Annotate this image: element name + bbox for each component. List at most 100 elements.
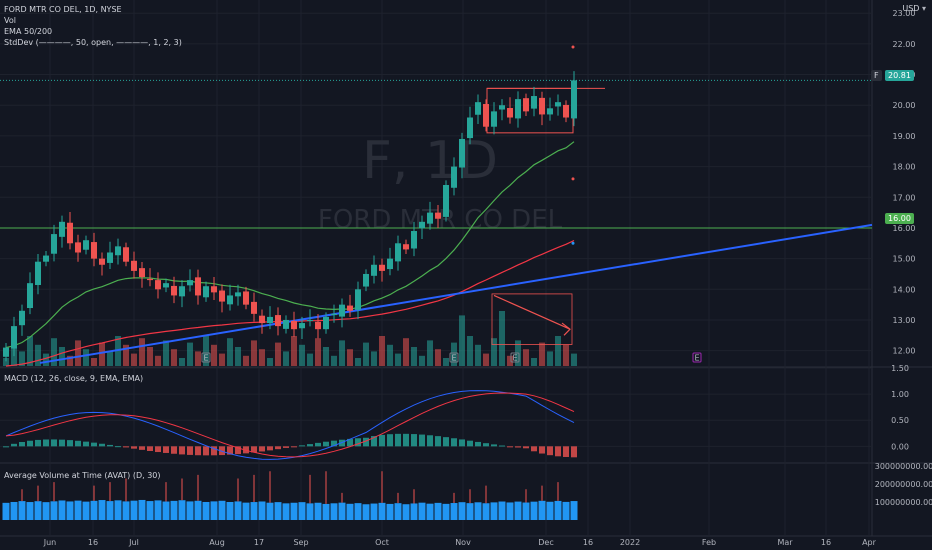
candle-body (147, 278, 153, 281)
ema200-line (5, 239, 575, 367)
earnings-marker[interactable] (692, 352, 702, 363)
candle-body (283, 319, 289, 329)
macd-histogram-bar (355, 438, 361, 447)
avat-bar (434, 502, 442, 520)
earnings-marker[interactable] (201, 352, 211, 363)
candle-body (355, 289, 361, 310)
symbol-line[interactable]: FORD MTR CO DEL, 1D, NYSE (4, 5, 122, 14)
avat-bar (122, 501, 130, 520)
macd-histogram-bar (315, 442, 321, 447)
avat-bar (410, 503, 418, 520)
avat-bar (26, 502, 34, 520)
avat-bar (418, 502, 426, 520)
ema-label[interactable]: EMA 50/200 (4, 27, 53, 36)
currency-selector[interactable]: USD ▾ (902, 4, 926, 13)
avat-bar (562, 501, 570, 520)
avat-bar (162, 501, 170, 520)
avat-title[interactable]: Average Volume at Time (AVAT) (D, 30) (4, 471, 161, 480)
volume-bar (483, 353, 489, 366)
candle-body (3, 347, 9, 357)
vol-label[interactable]: Vol (4, 16, 16, 25)
macd-line (5, 390, 575, 460)
volume-bar (91, 358, 97, 366)
volume-bar (171, 349, 177, 366)
avat-bar (274, 502, 282, 520)
avat-legend: Average Volume at Time (AVAT) (D, 30) (4, 470, 161, 481)
volume-bar (427, 340, 433, 366)
avat-bar (290, 502, 298, 520)
candle-body (427, 212, 433, 224)
macd-histogram-bar (147, 446, 153, 451)
macd-histogram-bar (571, 446, 577, 458)
volume-bar (435, 349, 441, 366)
volume-bar (547, 351, 553, 366)
volume-bar (227, 338, 233, 366)
avat-tick-label: 100000000.00 (875, 498, 932, 507)
avat-bar (330, 503, 338, 520)
volume-bar (491, 338, 497, 366)
macd-histogram-bar (363, 437, 369, 447)
volume-bar (411, 347, 417, 366)
macd-histogram-bar (483, 443, 489, 447)
macd-histogram-bar (387, 434, 393, 447)
avat-pane (2, 471, 578, 520)
volume-bar (19, 351, 25, 366)
volume-bar (99, 342, 105, 366)
price-tick-label: 18.00 (893, 163, 916, 172)
time-tick-label: Nov (455, 538, 471, 547)
avat-bar (194, 500, 202, 520)
candle-body (307, 319, 313, 321)
volume-bar (563, 344, 569, 366)
macd-histogram-bar (67, 440, 73, 447)
macd-histogram-bar (99, 443, 105, 447)
candle-body (507, 107, 513, 118)
volume-bar (147, 347, 153, 366)
macd-histogram-bar (523, 446, 529, 449)
volume-bar (83, 349, 89, 366)
earnings-marker[interactable] (510, 352, 520, 363)
time-tick-label: Jul (128, 538, 139, 547)
time-tick-label: 16 (88, 538, 98, 547)
avat-bar (218, 500, 226, 520)
candle-body (267, 316, 273, 324)
macd-histogram-bar (203, 446, 209, 456)
main-legend: FORD MTR CO DEL, 1D, NYSE Vol EMA 50/200… (4, 4, 182, 48)
macd-histogram-bar (371, 436, 377, 447)
volume-bar (291, 336, 297, 366)
avat-bar (306, 503, 314, 520)
stddev-label[interactable]: StdDev (————, 50, open, ————, 1, 2, 3) (4, 38, 182, 47)
avat-bar (154, 500, 162, 520)
candle-body (275, 315, 281, 327)
avat-bar (282, 503, 290, 520)
macd-tick-label: 1.00 (891, 390, 909, 399)
earnings-marker[interactable] (449, 352, 459, 363)
chevron-down-icon: ▾ (921, 4, 926, 13)
candle-body (547, 108, 553, 115)
volume-bar (555, 336, 561, 366)
macd-histogram-bar (91, 442, 97, 447)
time-tick-label: Jun (43, 538, 57, 547)
candle-body (43, 255, 49, 262)
avat-bar (242, 502, 250, 520)
macd-tick-label: 0.50 (891, 416, 909, 425)
candle-body (123, 247, 129, 262)
avat-bar (466, 503, 474, 520)
candle-body (563, 104, 569, 118)
avat-bar (362, 504, 370, 520)
time-tick-label: 17 (254, 538, 264, 547)
trend-line (39, 223, 873, 364)
avat-bar (426, 503, 434, 520)
volume-bar (211, 344, 217, 366)
macd-title[interactable]: MACD (12, 26, close, 9, EMA, EMA) (4, 374, 144, 383)
macd-histogram-bar (139, 446, 145, 450)
avat-bar (170, 500, 178, 520)
price-tick-label: 13.00 (893, 316, 916, 325)
avat-bar (506, 502, 514, 520)
avat-bar (66, 501, 74, 520)
candle-body (291, 320, 297, 330)
avat-bar (146, 501, 154, 520)
avat-bar (98, 500, 106, 520)
avat-bar (386, 503, 394, 520)
